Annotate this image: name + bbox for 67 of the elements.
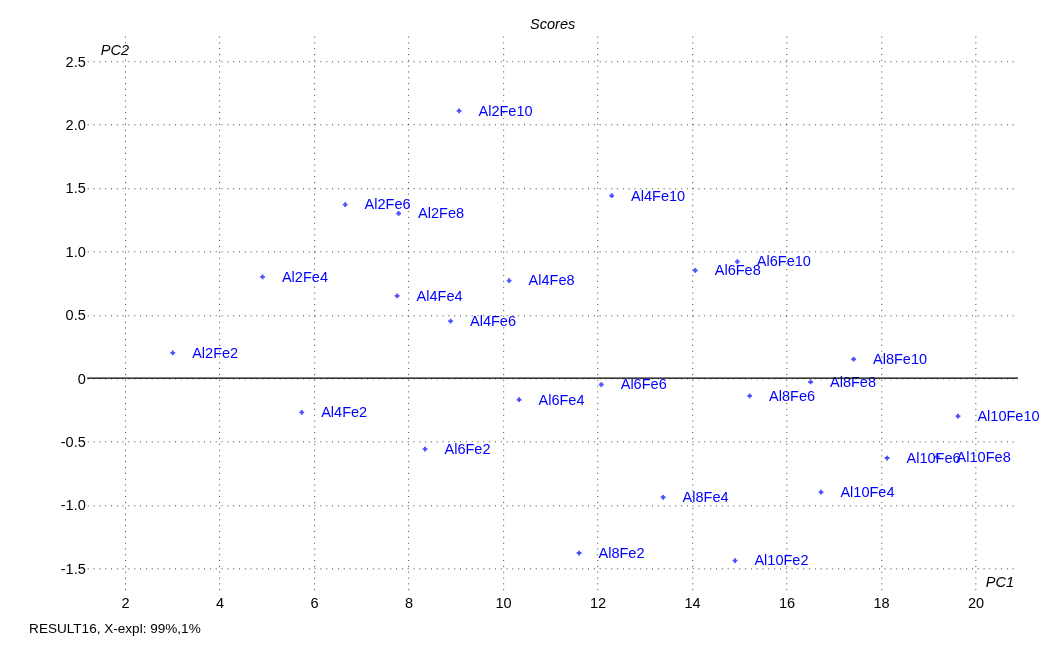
point — [818, 489, 824, 495]
point — [299, 410, 305, 415]
chart-title: Scores — [530, 16, 576, 33]
point — [394, 293, 400, 299]
x-tick-label: 6 — [310, 594, 319, 611]
y-tick-label: 0 — [77, 370, 86, 387]
x-axis-title: PC1 — [985, 573, 1015, 590]
x-tick-label: 4 — [215, 594, 225, 611]
annotation: Al8Fe6 — [769, 387, 816, 404]
point — [396, 211, 401, 216]
point — [260, 274, 265, 280]
annotation: Al8Fe4 — [682, 489, 729, 506]
y-axis-title: PC2 — [100, 42, 130, 59]
y-tick-label: 2.5 — [65, 53, 86, 70]
annotation: Al2Fe6 — [364, 196, 411, 213]
point — [851, 356, 856, 362]
annotation: Al2Fe10 — [478, 102, 533, 119]
x-tick-label: 16 — [778, 594, 796, 611]
point — [516, 397, 522, 403]
point — [598, 382, 604, 387]
point — [609, 193, 615, 199]
y-tick-label: 2.0 — [65, 117, 86, 134]
annotation: Al2Fe4 — [281, 268, 328, 285]
annotation: Al8Fe8 — [829, 373, 877, 390]
x-tick-label: 8 — [404, 594, 414, 611]
x-tick-label: 18 — [873, 594, 890, 611]
point — [506, 278, 512, 283]
point — [170, 350, 176, 356]
text: RESULT16, X-expl: 99%,1% — [29, 621, 201, 637]
point — [456, 108, 462, 114]
annotation: Al8Fe2 — [598, 544, 645, 561]
annotation: Al4Fe4 — [416, 287, 463, 304]
annotation: Al6Fe6 — [620, 376, 667, 393]
annotation: Al6Fe2 — [444, 440, 491, 457]
y-tick-label: 1.0 — [65, 243, 86, 260]
point — [732, 558, 738, 564]
annotation: Al2Fe8 — [418, 205, 465, 222]
point — [734, 259, 740, 264]
x-tick-label: 20 — [967, 594, 985, 611]
annotation: Al4Fe2 — [321, 404, 368, 421]
annotation: Al4Fe10 — [631, 187, 686, 204]
annotation: Al8Fe10 — [872, 351, 928, 368]
y-tick-label: -1.5 — [60, 560, 86, 577]
x-tick-label: 2 — [121, 594, 130, 611]
annotation: Al10Fe10 — [977, 408, 1040, 425]
x-tick-label: 10 — [495, 594, 512, 611]
point — [955, 413, 961, 419]
point — [448, 318, 453, 324]
point — [747, 393, 753, 399]
y-tick-label: 0.5 — [65, 307, 86, 324]
point — [342, 202, 348, 207]
point — [884, 455, 890, 461]
point — [422, 446, 428, 452]
x-tick-label: 12 — [589, 594, 607, 611]
annotation: Al10Fe4 — [840, 484, 895, 501]
point — [808, 379, 813, 385]
annotation: Al6Fe4 — [538, 391, 585, 408]
y-tick-label: 1.5 — [65, 180, 86, 197]
y-tick-label: -0.5 — [60, 433, 86, 450]
x-tick-label: 14 — [684, 594, 701, 611]
point — [660, 494, 666, 500]
annotation: Al4Fe8 — [528, 272, 575, 289]
annotation: Al10Fe2 — [754, 552, 809, 569]
annotation: Al2Fe2 — [192, 344, 239, 361]
y-tick-label: -1.0 — [60, 497, 86, 514]
annotation: Al4Fe6 — [469, 313, 517, 330]
point — [692, 268, 698, 273]
